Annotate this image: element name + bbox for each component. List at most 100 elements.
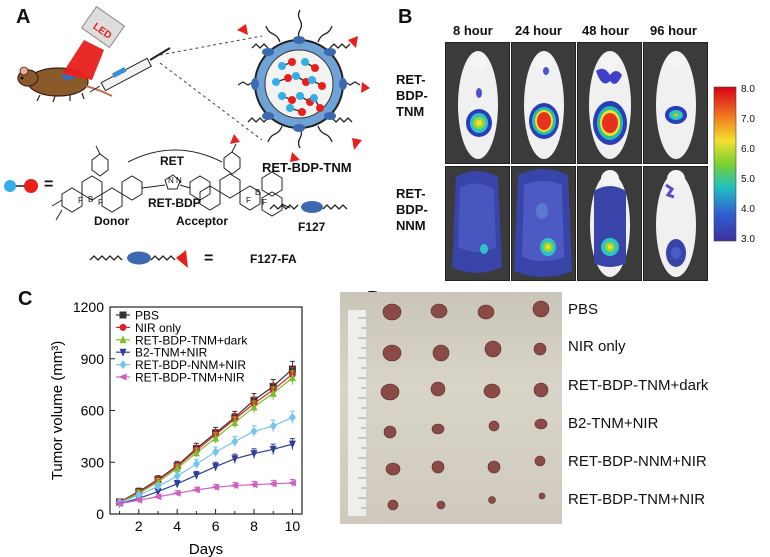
- series-1-line: [119, 373, 293, 503]
- series-2-point-7: [250, 402, 258, 411]
- group-label-nnm-nir: RET-BDP-NNM+NIR: [568, 453, 707, 470]
- tumor-tnm-2: [436, 500, 446, 510]
- y-tick-label-3: 900: [81, 351, 105, 367]
- tumor-nnm-4: [534, 455, 546, 467]
- y-tick-label-4: 1200: [73, 299, 104, 315]
- image-tile-nnm-96h: [643, 166, 708, 281]
- tumor-nir-3: [484, 340, 502, 358]
- image-tile-tnm-8h: [445, 42, 510, 164]
- series-5-point-9: [287, 479, 296, 487]
- series-4-point-8: [269, 421, 277, 431]
- series-3-point-4: [192, 471, 200, 480]
- series-5-point-3: [172, 489, 181, 497]
- legend-label-1: NIR only: [135, 321, 181, 335]
- time-label-8h: 8 hour: [453, 23, 493, 38]
- series-3-point-5: [212, 463, 220, 472]
- donor-label: Donor: [94, 214, 130, 228]
- time-label-24h: 24 hour: [515, 23, 562, 38]
- y-tick-label-1: 300: [81, 454, 105, 470]
- series-3-point-2: [154, 488, 162, 497]
- tumor-pbs-3: [477, 304, 495, 320]
- colorbar-tick-6: 6.0: [741, 144, 755, 155]
- image-tile-nnm-8h: [445, 166, 510, 281]
- ret-bdp-structure: [51, 143, 291, 221]
- image-tile-tnm-48h: [577, 42, 642, 164]
- series-3-point-7: [250, 450, 258, 459]
- b-atom-1: B: [88, 195, 94, 204]
- tumor-pbs-4: [532, 300, 550, 318]
- panel-letter-b: B: [398, 6, 413, 28]
- x-tick-label-0: 2: [135, 518, 143, 534]
- row-label-nnm-2: BDP-: [396, 202, 428, 217]
- series-5-point-1: [134, 496, 143, 504]
- tumor-volume-chart: 0 300 600 900 1200 2 4 6 8 10 Days Tumor volume (mm…: [49, 299, 303, 557]
- row-label-nnm-1: RET-: [396, 186, 426, 201]
- tumor-nnm-3: [487, 460, 501, 474]
- x-tick-label-2: 6: [212, 518, 220, 534]
- panel-a-schematic: [4, 5, 370, 268]
- series-4-point-5: [212, 447, 220, 457]
- f-atom-2: F: [98, 198, 103, 207]
- series-5-point-6: [230, 482, 239, 490]
- f127-fa-polymer-icon: [89, 250, 188, 268]
- n-atom-1: N: [168, 176, 174, 185]
- f127-label: F127: [298, 220, 326, 234]
- series-4-point-9: [288, 412, 296, 422]
- tumor-b2-3: [488, 420, 500, 432]
- series-3-point-8: [269, 445, 277, 454]
- row-label-tnm-2: BDP-: [396, 88, 428, 103]
- colorbar-tick-5: 5.0: [741, 174, 755, 185]
- legend-marker-2: [119, 335, 127, 344]
- tumor-dark-3: [483, 383, 501, 399]
- x-tick-label-4: 10: [285, 518, 301, 534]
- group-label-tnm-dark: RET-BDP-TNM+dark: [568, 377, 709, 394]
- series-4-point-6: [231, 437, 239, 447]
- tumor-nir-4: [533, 342, 547, 356]
- tumor-tnm-4: [538, 492, 546, 500]
- group-label-tnm-nir: RET-BDP-TNM+NIR: [568, 491, 706, 508]
- f-atom-1: F: [78, 196, 83, 205]
- image-tile-tnm-24h: [511, 42, 576, 164]
- series-2-line: [119, 377, 293, 504]
- tumor-nir-1: [382, 344, 402, 362]
- series-4-point-2: [154, 481, 162, 491]
- colorbar-tick-4: 4.0: [741, 204, 755, 215]
- f127-fa-label: F127-FA: [250, 252, 297, 266]
- n-atom-2: N: [176, 176, 182, 185]
- row-label-tnm-3: TNM: [396, 104, 425, 119]
- y-tick-label-2: 600: [81, 403, 105, 419]
- tumor-pbs-1: [382, 303, 402, 321]
- row-label-tnm-1: RET-: [396, 72, 426, 87]
- series-0-line: [119, 368, 293, 503]
- series-5-point-7: [249, 481, 258, 489]
- series-4-line: [119, 416, 293, 504]
- tumor-b2-1: [383, 425, 397, 439]
- f-atom-4: F: [262, 198, 267, 207]
- y-axis-label: Tumor volume (mm³): [49, 341, 66, 480]
- tumor-b2-2: [431, 423, 445, 435]
- x-axis-label: Days: [189, 541, 223, 557]
- ruler: [348, 310, 366, 516]
- tumor-nnm-1: [385, 462, 401, 476]
- ret-label: RET: [160, 154, 184, 168]
- series-2-point-3: [173, 463, 181, 472]
- tumor-samples: [380, 300, 550, 511]
- legend-marker-3: [119, 348, 127, 357]
- series-4-point-3: [173, 471, 181, 481]
- nanoparticle-icon: [230, 9, 370, 162]
- legend-marker-5: [118, 373, 127, 381]
- series-2-point-6: [231, 418, 239, 427]
- tumor-dark-4: [533, 382, 549, 398]
- series-5-point-0: [115, 500, 124, 508]
- time-label-48h: 48 hour: [582, 23, 629, 38]
- series-4-point-4: [192, 459, 200, 469]
- rb-tnm-caption: RET-BDP-TNM: [262, 160, 352, 175]
- series-5-point-5: [211, 483, 220, 491]
- image-tile-tnm-96h: [643, 42, 708, 164]
- panel-letter-c: C: [18, 288, 33, 310]
- series-3-point-3: [173, 480, 181, 489]
- image-tile-nnm-48h: [577, 166, 642, 281]
- row-label-nnm-3: NNM: [396, 218, 426, 233]
- legend-marker-1: [119, 323, 127, 331]
- tumor-dark-2: [430, 381, 446, 397]
